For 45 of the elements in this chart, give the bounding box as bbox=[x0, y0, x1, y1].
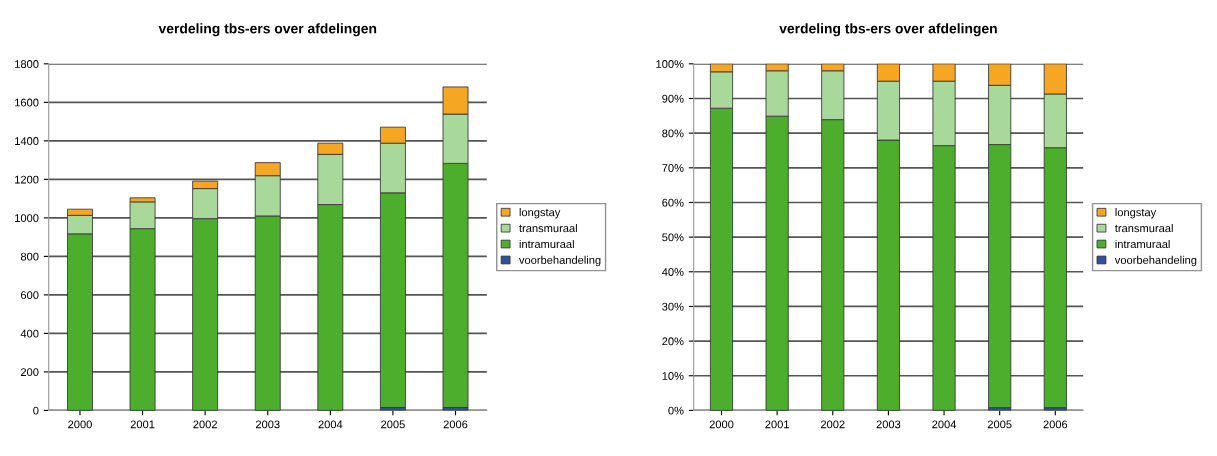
y-tick-label: 90% bbox=[662, 94, 684, 103]
legend-label: longstay bbox=[1115, 208, 1157, 219]
x-tick-label: 2004 bbox=[318, 420, 343, 429]
y-tick-label: 1400 bbox=[15, 137, 39, 145]
y-tick-label: 0% bbox=[668, 406, 684, 415]
y-tick-label: 0 bbox=[33, 406, 39, 415]
y-tick-label: 600 bbox=[20, 291, 39, 300]
legend-label: transmuraal bbox=[519, 223, 577, 233]
legend-label: intramuraal bbox=[1115, 239, 1170, 249]
chart-title: verdeling tbs-ers over afdelingen bbox=[779, 23, 997, 37]
y-tick-label: 50% bbox=[662, 233, 684, 242]
legend-label: transmuraal bbox=[1114, 223, 1173, 233]
chart-title: verdeling tbs-ers over afdelingen bbox=[158, 23, 377, 37]
y-tick-label: 100% bbox=[656, 60, 684, 68]
x-tick-label: 2003 bbox=[255, 420, 280, 429]
x-tick-label: 2006 bbox=[443, 420, 468, 429]
y-tick-label: 40% bbox=[661, 268, 684, 276]
x-tick-label: 2004 bbox=[932, 420, 957, 429]
x-tick-label: 2003 bbox=[876, 420, 901, 429]
x-tick-label: 2001 bbox=[765, 420, 789, 429]
x-tick-label: 2005 bbox=[381, 420, 405, 429]
y-tick-label: 1000 bbox=[15, 214, 39, 222]
y-tick-label: 60% bbox=[662, 198, 684, 207]
y-tick-label: 400 bbox=[20, 329, 39, 338]
y-tick-label: 70% bbox=[662, 164, 684, 172]
x-tick-label: 2001 bbox=[130, 420, 155, 429]
y-tick-label: 80% bbox=[662, 129, 684, 138]
legend-label: longstay bbox=[519, 208, 561, 219]
x-tick-label: 2002 bbox=[193, 420, 217, 429]
legend-label: intramuraal bbox=[519, 239, 574, 249]
x-tick-label: 2002 bbox=[820, 420, 845, 429]
y-tick-label: 1600 bbox=[15, 98, 39, 107]
y-tick-label: 200 bbox=[20, 368, 39, 377]
y-tick-label: 30% bbox=[662, 302, 684, 311]
y-tick-label: 1200 bbox=[15, 175, 39, 184]
y-tick-label: 10% bbox=[662, 372, 684, 380]
x-tick-label: 2005 bbox=[987, 420, 1012, 429]
x-tick-label: 2000 bbox=[68, 420, 92, 429]
x-tick-label: 2000 bbox=[709, 420, 734, 429]
x-tick-label: 2006 bbox=[1043, 420, 1068, 429]
legend-label: voorbehandeling bbox=[1114, 255, 1197, 267]
y-tick-label: 1800 bbox=[15, 60, 39, 68]
y-tick-label: 800 bbox=[20, 252, 39, 261]
y-tick-label: 20% bbox=[662, 337, 684, 346]
legend-label: voorbehandeling bbox=[519, 255, 601, 267]
